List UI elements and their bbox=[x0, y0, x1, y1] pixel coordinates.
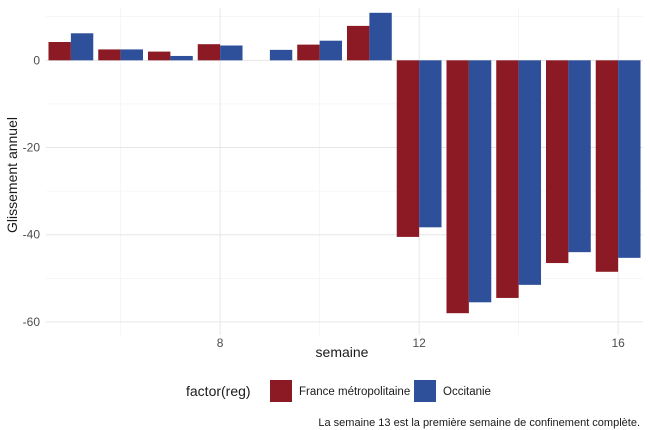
bar-france-week-7 bbox=[147, 51, 171, 61]
y-tick-label: -20 bbox=[23, 141, 41, 155]
x-tick-label: 12 bbox=[412, 336, 426, 350]
major-gridlines bbox=[46, 8, 643, 335]
bar-occitanie-week-12 bbox=[419, 60, 442, 228]
bar-occitanie-week-9 bbox=[269, 49, 293, 61]
y-tick-label: -60 bbox=[23, 315, 41, 329]
bar-occitanie-week-7 bbox=[170, 55, 193, 61]
bar-occitanie-week-11 bbox=[369, 12, 392, 61]
legend-title: factor(reg) bbox=[186, 383, 251, 399]
y-tick-labels: 0 -20 -40 -60 bbox=[23, 53, 41, 329]
bar-occitanie-week-8 bbox=[220, 45, 243, 61]
bar-france-week-11 bbox=[346, 25, 370, 61]
x-tick-labels: 8 12 16 bbox=[217, 336, 625, 350]
bar-occitanie-week-13 bbox=[468, 60, 492, 303]
bar-france-week-13 bbox=[446, 60, 469, 314]
bar-france-week-10 bbox=[297, 44, 320, 61]
y-tick-label: 0 bbox=[33, 53, 40, 67]
bar-occitanie-week-14 bbox=[518, 60, 542, 285]
x-tick-label: 16 bbox=[611, 336, 625, 350]
bar-france-week-8 bbox=[197, 44, 221, 61]
bar-france-week-14 bbox=[496, 60, 519, 298]
bar-france-week-5 bbox=[48, 42, 71, 61]
bar-france-week-12 bbox=[396, 60, 420, 237]
bar-occitanie-week-5 bbox=[70, 33, 94, 61]
bar-occitanie-week-10 bbox=[319, 40, 343, 61]
bar-occitanie-week-15 bbox=[568, 60, 591, 253]
bar-france-week-15 bbox=[545, 60, 569, 264]
y-axis-title: Glissement annuel bbox=[4, 117, 20, 233]
bars bbox=[48, 12, 641, 314]
legend-swatch-france bbox=[270, 380, 292, 402]
legend: factor(reg) France métropolitaine Occita… bbox=[186, 380, 491, 402]
legend-swatch-occitanie bbox=[414, 380, 436, 402]
bar-france-week-16 bbox=[595, 60, 619, 272]
legend-label-france: France métropolitaine bbox=[299, 386, 410, 398]
bar-occitanie-week-6 bbox=[120, 49, 144, 61]
y-tick-label: -40 bbox=[23, 228, 41, 242]
legend-label-occitanie: Occitanie bbox=[443, 386, 491, 398]
x-tick-label: 8 bbox=[217, 336, 224, 350]
bar-occitanie-week-16 bbox=[618, 60, 641, 258]
bar-france-week-6 bbox=[98, 49, 121, 61]
caption: La semaine 13 est la première semaine de… bbox=[318, 417, 640, 429]
x-axis-title: semaine bbox=[316, 344, 369, 360]
